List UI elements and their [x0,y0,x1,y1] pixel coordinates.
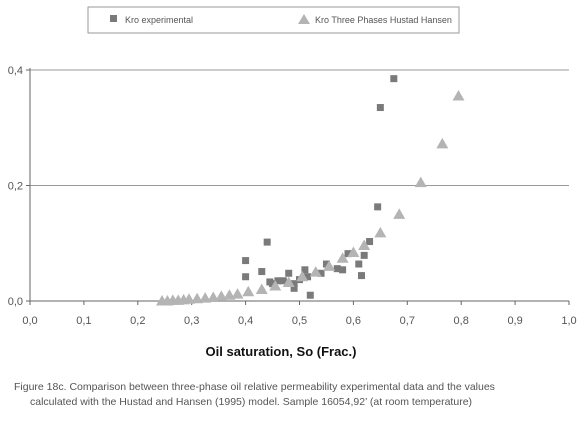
data-point-experimental [374,203,382,211]
axes [26,68,570,305]
data-point-experimental [322,260,330,268]
data-point-experimental [274,277,282,285]
legend-box [87,6,460,34]
data-point-experimental [339,266,347,274]
data-point-experimental [290,280,298,288]
data-point-experimental [366,238,374,246]
data-point-experimental [279,277,287,285]
data-point-experimental [390,75,398,83]
data-point-hustad-hansen [374,226,387,238]
data-point-experimental [333,265,341,273]
grid [30,69,569,186]
data-point-hustad-hansen [242,285,255,297]
data-point-hustad-hansen [231,288,244,299]
x-tick-label: 0,7 [400,315,415,327]
data-point-hustad-hansen [336,252,349,263]
data-point-hustad-hansen [191,292,204,304]
data-point-hustad-hansen [199,292,212,303]
data-point-experimental [317,269,325,277]
data-point-experimental [285,269,293,277]
x-tick-label: 0,4 [238,315,253,327]
data-point-hustad-hansen [347,246,360,257]
x-tick-labels: 0,0 0,1 0,2 0,3 0,4 0,5 0,6 0,7 0,8 0,9 1,0 [22,315,576,327]
x-tick-label: 0,5 [292,315,307,327]
data-point-hustad-hansen [358,239,371,251]
data-point-experimental [242,257,250,265]
data-point-experimental [306,291,314,299]
data-point-hustad-hansen [269,279,282,291]
data-point-hustad-hansen [309,266,322,277]
data-point-hustad-hansen [183,293,196,304]
caption-line-1: Figure 18c. Comparison between three-pha… [14,381,495,393]
legend-label-kro-hustad-hansen: Kro Three Phases Hustad Hansen [315,15,452,25]
data-point-hustad-hansen [282,276,295,288]
x-axis-label: Oil saturation, So (Frac.) [206,344,357,359]
legend-marker-kro-hustad-hansen [298,14,310,24]
data-point-experimental [344,250,352,258]
data-point-experimental [376,104,384,112]
data-point-hustad-hansen [436,137,449,149]
x-tick-label: 1,0 [561,315,576,327]
series-kro-hustad-hansen [156,89,465,306]
x-tick-label: 0,0 [22,315,37,327]
data-point-experimental [304,273,312,281]
data-point-experimental [357,272,365,280]
data-point-experimental [360,251,368,259]
figure-caption: Figure 18c. Comparison between three-pha… [14,380,570,410]
x-tick-label: 0,2 [130,315,145,327]
x-tick-label: 0,9 [507,315,522,327]
data-point-hustad-hansen [452,89,465,101]
data-point-experimental [355,260,363,268]
y-tick-label: 0,0 [8,296,23,308]
y-tick-label: 0,4 [8,65,23,77]
x-tick-label: 0,1 [76,315,91,327]
x-tick-label: 0,8 [454,315,469,327]
data-point-experimental [263,238,271,246]
data-point-hustad-hansen [255,283,268,294]
y-tick-label: 0,2 [8,181,23,193]
data-point-hustad-hansen [323,260,336,271]
data-point-experimental [290,284,298,292]
legend-marker-kro-experimental [110,15,117,22]
data-point-hustad-hansen [393,208,406,219]
data-point-experimental [269,280,277,288]
x-tick-label: 0,6 [346,315,361,327]
caption-line-2: calculated with the Hustad and Hansen (1… [30,396,473,408]
data-point-hustad-hansen [296,270,309,282]
y-tick-labels: 0,0 0,2 0,4 [8,65,23,308]
data-point-experimental [242,273,250,281]
legend-label-kro-experimental: Kro experimental [125,15,193,25]
series-kro-experimental [242,75,398,299]
data-point-experimental [258,268,266,276]
x-tick-label: 0,3 [184,315,199,327]
data-point-hustad-hansen [414,176,427,188]
data-point-experimental [301,266,309,274]
legend: Kro experimental Kro Three Phases Hustad… [87,6,460,34]
